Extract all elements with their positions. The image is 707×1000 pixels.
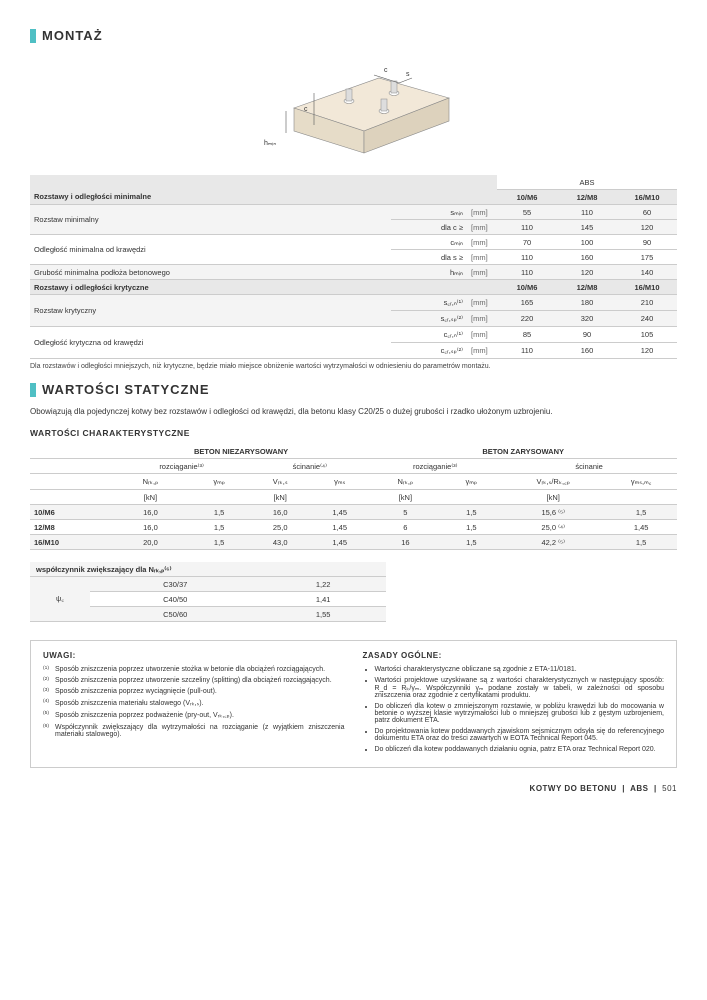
svg-text:hₘᵢₙ: hₘᵢₙ bbox=[264, 140, 276, 147]
note-item: (4)Sposób zniszczenia materiału staloweg… bbox=[43, 699, 345, 707]
principle-item: Wartości projektowe uzyskiwane są z wart… bbox=[375, 677, 665, 699]
section-title: MONTAŻ bbox=[42, 28, 103, 43]
svg-text:c: c bbox=[384, 67, 388, 74]
svg-text:c: c bbox=[304, 106, 308, 113]
section-bar-icon bbox=[30, 383, 36, 397]
section-bar-icon bbox=[30, 29, 36, 43]
principle-item: Do projektowania kotew poddawanych zjawi… bbox=[375, 728, 665, 742]
subhead-charakterystyczne: WARTOŚCI CHARAKTERYSTYCZNE bbox=[30, 428, 677, 438]
section-title: WARTOŚCI STATYCZNE bbox=[42, 382, 210, 397]
spacing-table: ABSRozstawy i odległości minimalne10/M61… bbox=[30, 175, 677, 359]
notes-right: ZASADY OGÓLNE: Wartości charakterystyczn… bbox=[363, 651, 665, 757]
section-header-montaz: MONTAŻ bbox=[30, 28, 677, 43]
characteristic-table: BETON NIEZARYSOWANYBETON ZARYSOWANYrozci… bbox=[30, 444, 677, 550]
principle-item: Do obliczeń dla kotew o zmniejszonym roz… bbox=[375, 703, 665, 724]
note-item: (3)Sposób zniszczenia poprzez wyciągnięc… bbox=[43, 688, 345, 695]
montaz-diagram: c s c hₘᵢₙ bbox=[30, 53, 677, 165]
note-item: (6)Współczynnik zwiększający dla wytrzym… bbox=[43, 724, 345, 738]
notes-left-title: UWAGI: bbox=[43, 651, 345, 660]
note-item: (2)Sposób zniszczenia poprzez utworzenie… bbox=[43, 677, 345, 684]
note-item: (5)Sposób zniszczenia poprzez podważenie… bbox=[43, 711, 345, 720]
coefficient-table: współczynnik zwiększający dla Nᵣₖ,ₚ⁽⁶⁾ψ꜀… bbox=[30, 562, 386, 622]
spacing-note: Dla rozstawów i odległości mniejszych, n… bbox=[30, 363, 677, 370]
note-item: (1)Sposób zniszczenia poprzez utworzenie… bbox=[43, 666, 345, 673]
notes-box: UWAGI: (1)Sposób zniszczenia poprzez utw… bbox=[30, 640, 677, 768]
notes-left: UWAGI: (1)Sposób zniszczenia poprzez utw… bbox=[43, 651, 345, 757]
notes-right-title: ZASADY OGÓLNE: bbox=[363, 651, 665, 660]
page-footer: KOTWY DO BETONU | ABS | 501 bbox=[30, 784, 677, 793]
section-header-wartosci: WARTOŚCI STATYCZNE bbox=[30, 382, 677, 397]
svg-text:s: s bbox=[406, 71, 410, 78]
principle-item: Wartości charakterystyczne obliczane są … bbox=[375, 666, 665, 673]
static-intro: Obowiązują dla pojedynczej kotwy bez roz… bbox=[30, 407, 677, 416]
principle-item: Do obliczeń dla kotew poddawanych działa… bbox=[375, 746, 665, 753]
